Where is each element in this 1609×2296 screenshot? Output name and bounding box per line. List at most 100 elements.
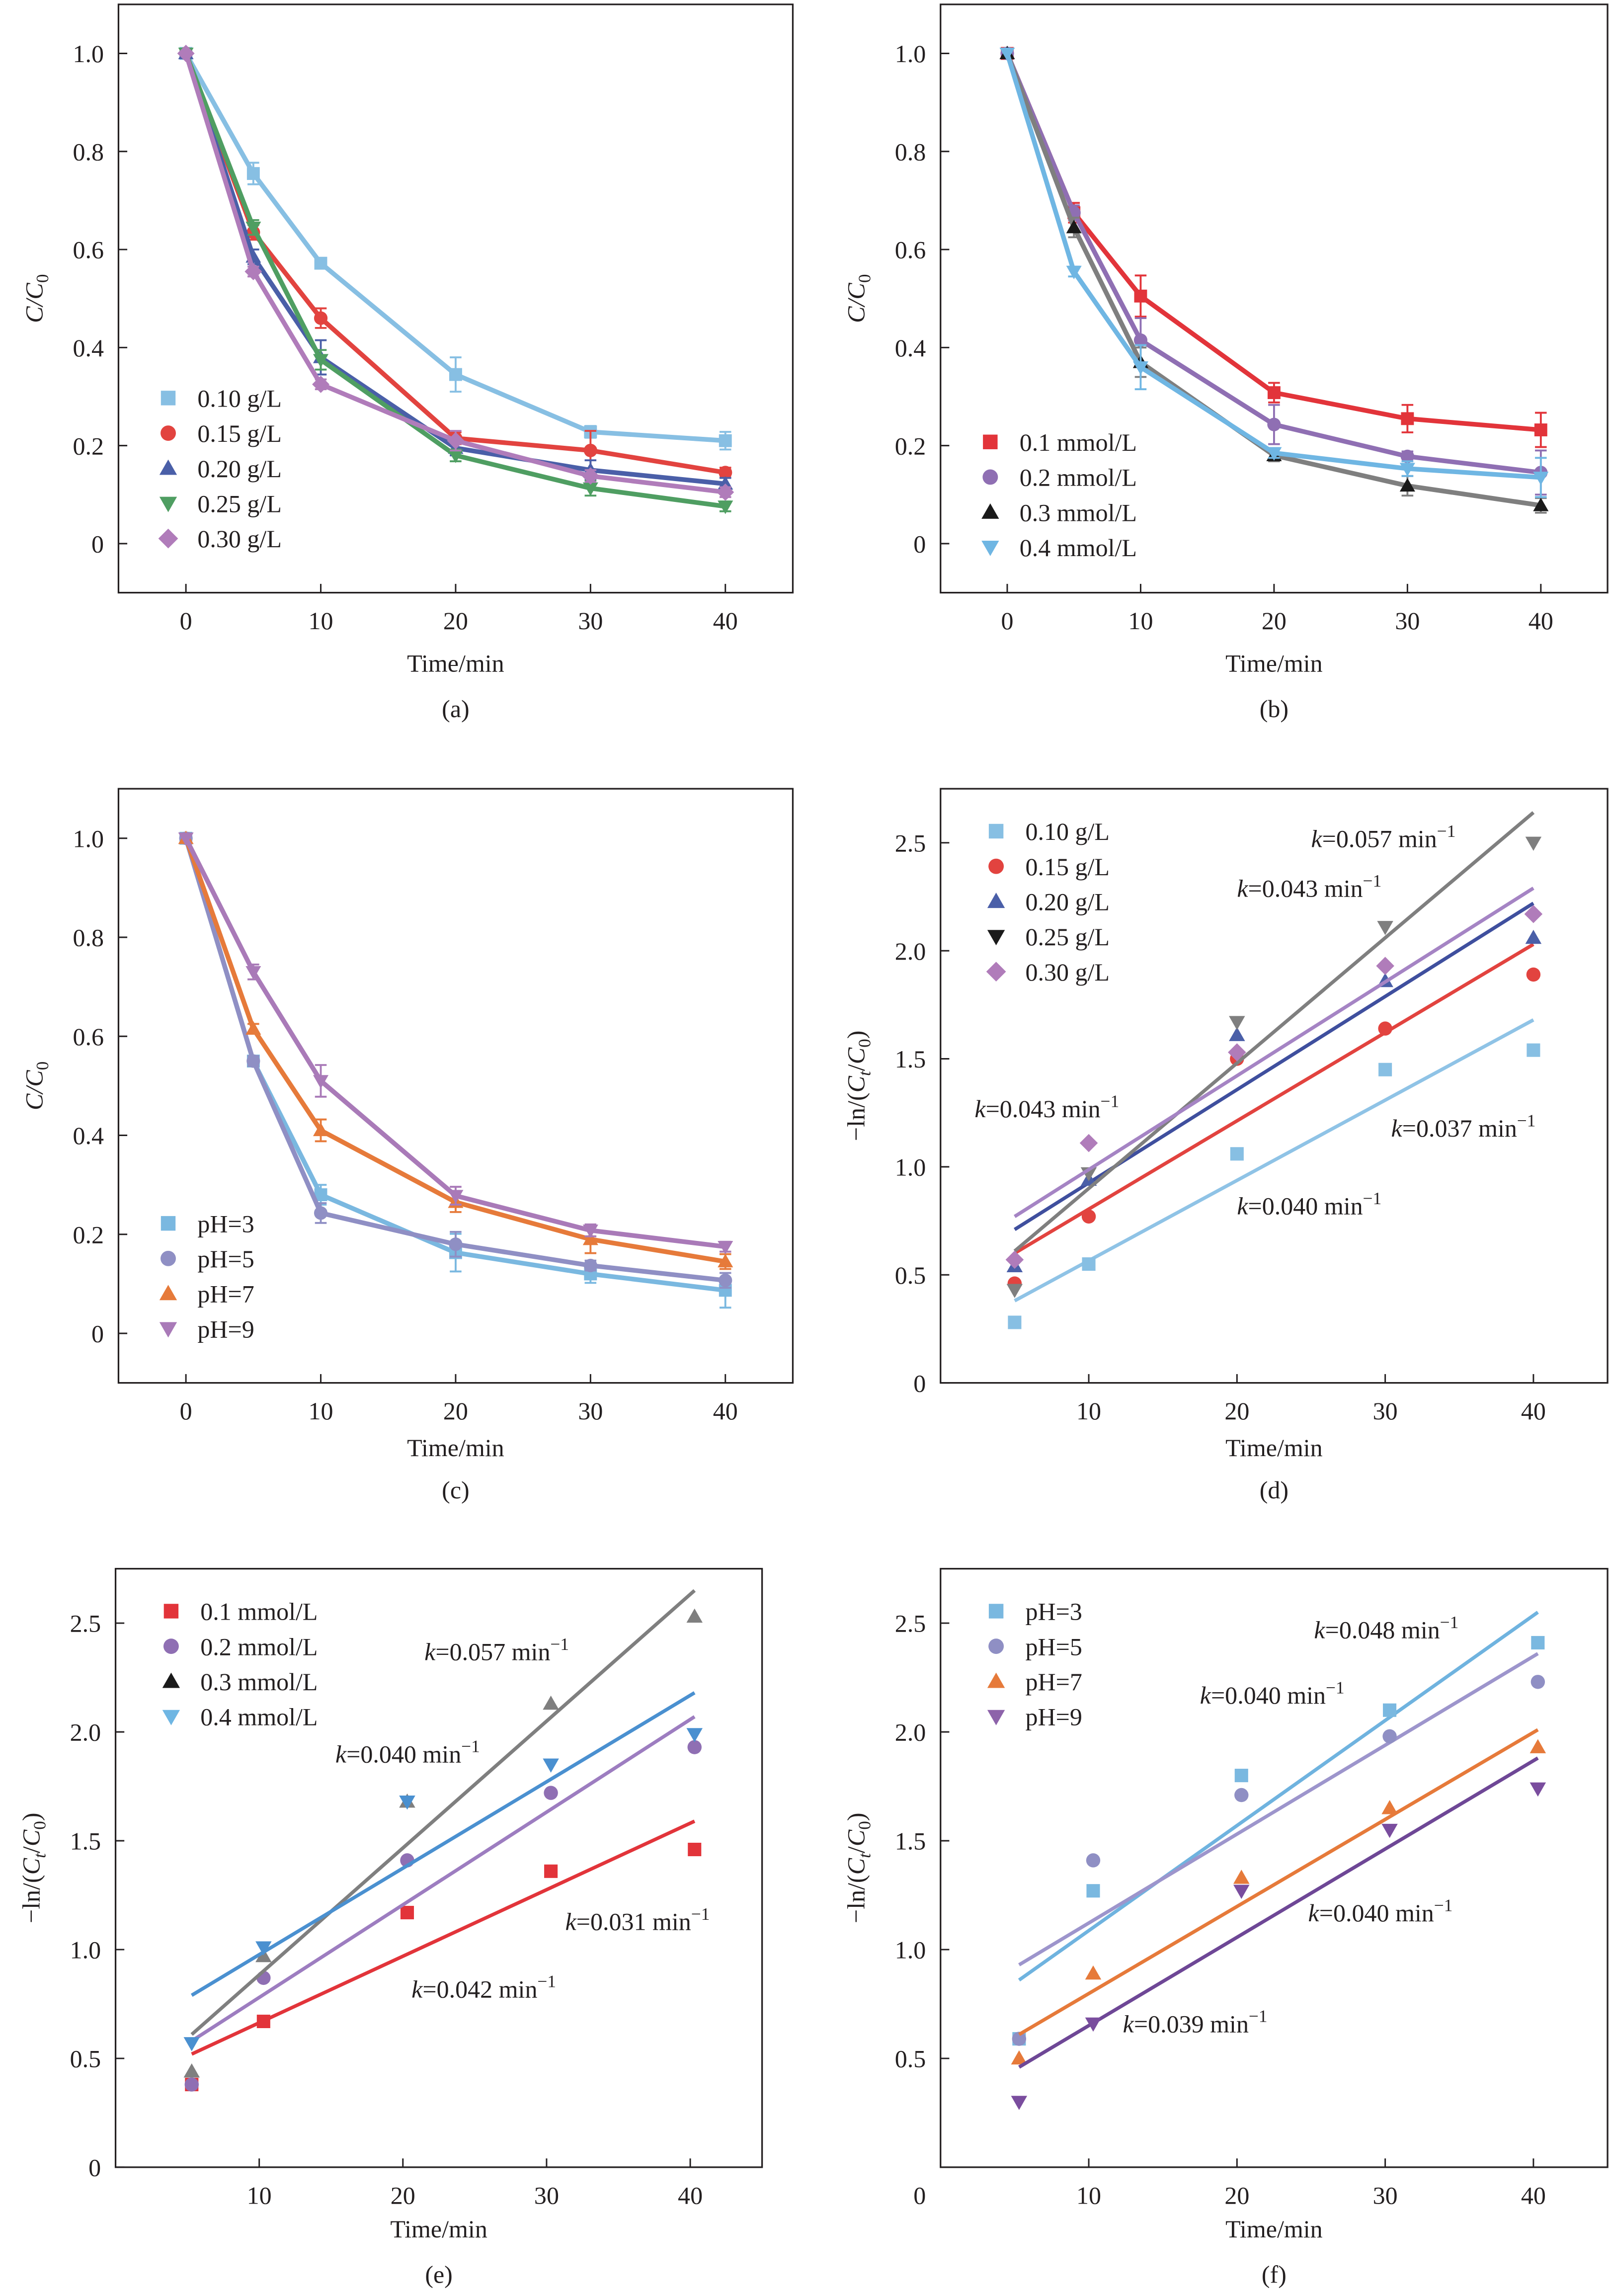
legend-item: pH=7 — [987, 1668, 1082, 1696]
series-ph-9 — [178, 832, 733, 1255]
data-point — [183, 2037, 200, 2051]
rate-constant-label: k=0.048 min−1 — [1314, 1613, 1458, 1644]
data-point — [719, 466, 732, 480]
data-point — [719, 1273, 732, 1287]
legend-item: 0.10 g/L — [988, 818, 1110, 845]
legend-marker — [988, 1604, 1004, 1619]
data-point — [246, 167, 260, 180]
plot-frame — [940, 1567, 1609, 2168]
legend-label: 0.4 mmol/L — [200, 1703, 318, 1731]
legend-label: pH=9 — [1025, 1703, 1082, 1731]
data-point — [1531, 1636, 1545, 1650]
data-point — [246, 1054, 260, 1068]
series-line — [184, 52, 726, 443]
legend-item: 0.20 g/L — [987, 888, 1110, 916]
data-point — [686, 1728, 703, 1742]
legend-marker — [987, 893, 1005, 908]
data-point — [583, 443, 597, 458]
legend-label: pH=5 — [197, 1245, 254, 1273]
data-point — [1081, 1209, 1096, 1224]
rate-constant-label: k=0.057 min−1 — [424, 1635, 569, 1666]
x-axis-title: Time/min — [390, 2215, 487, 2243]
data-point — [1229, 1016, 1245, 1030]
legend-label: pH=7 — [1025, 1668, 1082, 1696]
y-tick-label: 0 — [91, 1320, 104, 1348]
legend: 0.1 mmol/L 0.2 mmol/L 0.3 mmol/L 0.4 mmol/L — [162, 1598, 318, 1731]
x-tick-label: 30 — [1395, 607, 1420, 635]
data-point — [314, 256, 327, 270]
data-point — [1399, 463, 1415, 477]
legend-marker — [161, 1250, 176, 1266]
legend-item: pH=7 — [159, 1280, 254, 1308]
x-tick-label: 30 — [578, 607, 603, 635]
data-point — [1381, 1823, 1398, 1838]
legend-item: 0.4 mmol/L — [162, 1703, 318, 1731]
data-point — [183, 2063, 200, 2078]
y-tick-label: 0.6 — [73, 236, 104, 264]
x-tick-label: 40 — [1521, 2181, 1546, 2209]
panel-e: 10 20 30 40 0 0.5 1.0 1.5 2.0 2.5 Time/min −ln/(Ct/… — [17, 1567, 763, 2289]
data-point — [178, 832, 194, 846]
x-axis-title: Time/min — [1225, 2215, 1323, 2243]
x-tick-label: 10 — [247, 2181, 272, 2209]
data-point — [245, 221, 261, 236]
y-tick-label: 1.5 — [895, 1827, 926, 1855]
legend-label: 0.15 g/L — [197, 419, 282, 447]
y-tick-label: 0.8 — [73, 924, 104, 952]
fit-line — [1018, 1611, 1539, 1982]
rate-constant-label: k=0.043 min−1 — [1237, 871, 1381, 902]
data-point — [688, 1842, 702, 1857]
legend-marker — [981, 541, 999, 556]
fit-line — [1014, 902, 1534, 1231]
legend-marker — [159, 1322, 177, 1338]
data-point — [1267, 386, 1281, 400]
legend-label: 0.2 mmol/L — [200, 1633, 318, 1660]
data-point — [1233, 1885, 1250, 1899]
data-point — [1529, 1739, 1546, 1753]
data-point — [312, 375, 330, 393]
legend-item: 0.1 mmol/L — [163, 1598, 318, 1626]
data-point — [719, 434, 732, 447]
legend: 0.1 mmol/L 0.2 mmol/L 0.3 mmol/L 0.4 mmol/L — [981, 428, 1137, 562]
series-line — [183, 837, 726, 1283]
data-point — [1382, 1729, 1397, 1743]
data-point — [1378, 1063, 1392, 1076]
data-point — [447, 432, 465, 450]
data-point — [1008, 1315, 1022, 1329]
y-tick-label: 2.0 — [895, 937, 926, 965]
data-point — [686, 1608, 703, 1623]
y-tick-label: 0 — [913, 530, 926, 558]
y-axis-title: C/C0 — [20, 274, 52, 323]
series-ph-9 — [1011, 1756, 1546, 2110]
legend-label: 0.10 g/L — [1025, 818, 1110, 845]
legend-item: pH=9 — [159, 1315, 254, 1343]
series-0-2-mmol-l — [184, 1715, 702, 2092]
data-point — [1005, 1250, 1024, 1269]
data-point — [313, 354, 329, 368]
legend-item: 0.15 g/L — [161, 419, 282, 447]
x-tick-label: 20 — [443, 1397, 468, 1425]
data-point — [1377, 921, 1393, 935]
fit-line — [1014, 887, 1534, 1218]
series-ph-7 — [1011, 1728, 1546, 2065]
series-0-3-mmol-l — [183, 1589, 703, 2078]
legend-marker — [986, 962, 1006, 982]
data-point — [449, 1237, 463, 1251]
fit-line — [1018, 1756, 1539, 2069]
data-point — [1006, 1284, 1023, 1298]
data-point — [1376, 957, 1394, 975]
data-point — [543, 1758, 559, 1773]
data-point — [1082, 1257, 1096, 1271]
legend-item: 0.2 mmol/L — [982, 464, 1137, 492]
legend-marker — [987, 1672, 1005, 1688]
legend-item: 0.30 g/L — [158, 525, 282, 553]
data-point — [1079, 1134, 1098, 1152]
panel-caption: (f) — [1262, 2260, 1287, 2288]
y-tick-label: 1.0 — [895, 1936, 926, 1964]
panel-a: 0 10 20 30 40 0 0.2 0.4 0.6 0.8 1.0 Time/min C/C0 (a)… — [20, 3, 794, 723]
data-point — [687, 1740, 702, 1754]
legend-marker — [988, 823, 1004, 839]
legend-item: 0.1 mmol/L — [983, 428, 1137, 456]
origin-label: 0 — [913, 2181, 926, 2209]
legend-item: pH=9 — [987, 1703, 1082, 1731]
